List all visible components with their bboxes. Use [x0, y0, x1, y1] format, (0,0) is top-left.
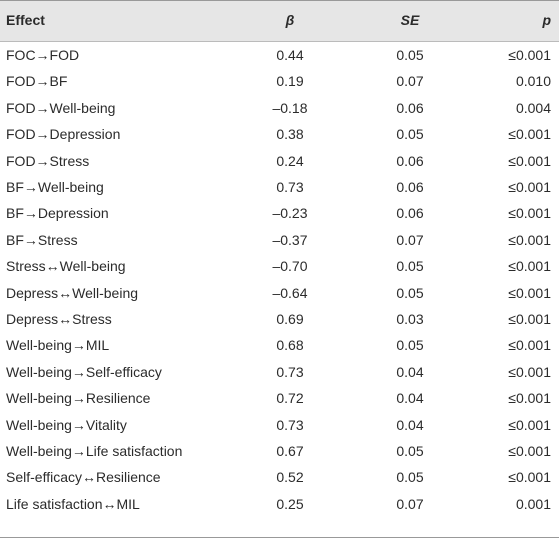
effect-cell: BF→Stress [6, 231, 78, 248]
value-cell: ≤0.001 [508, 469, 551, 486]
value-cell: 0.004 [515, 99, 551, 116]
effect-cell: FOC→FOD [6, 47, 80, 63]
effect-cell: Depress↔Well-being [6, 284, 139, 301]
value-cell: 0.06 [396, 205, 424, 222]
value-cell: 0.38 [276, 126, 304, 143]
value-cell: 0.24 [276, 152, 304, 169]
effect-cell: Self-efficacy↔Resilience [6, 469, 161, 486]
effect-cell: FOD→Stress [6, 152, 90, 169]
value-cell: 0.05 [396, 443, 424, 459]
value-cell: ≤0.001 [508, 390, 551, 407]
effect-cell: FOD→Well-being [6, 99, 116, 116]
header-cell: β [285, 12, 295, 28]
value-cell: 0.07 [396, 495, 424, 512]
effect-cell: FOD→Depression [6, 126, 121, 143]
value-cell: 0.52 [276, 469, 304, 486]
value-cell: ≤0.001 [508, 416, 551, 433]
value-cell: ≤0.001 [508, 179, 551, 195]
value-cell: 0.05 [396, 126, 424, 143]
value-cell: 0.04 [396, 390, 424, 407]
value-cell: 0.07 [396, 73, 424, 90]
value-cell: 0.001 [515, 495, 551, 512]
value-cell: 0.05 [396, 47, 424, 63]
value-cell: 0.05 [396, 337, 424, 354]
effect-cell: Well-being→Self-efficacy [6, 363, 162, 380]
value-cell: –0.23 [272, 205, 308, 222]
value-cell: 0.73 [276, 363, 304, 380]
value-cell: ≤0.001 [508, 205, 551, 222]
value-cell: 0.06 [396, 152, 424, 169]
value-cell: ≤0.001 [508, 363, 551, 380]
effect-cell: BF→Well-being [6, 179, 104, 195]
value-cell: ≤0.001 [508, 337, 551, 354]
value-cell: ≤0.001 [508, 231, 551, 248]
value-cell: 0.72 [276, 390, 304, 407]
effect-cell: Well-being→Life satisfaction [6, 443, 183, 459]
effect-cell: BF→Depression [6, 205, 109, 222]
value-cell: 0.25 [276, 495, 304, 512]
value-cell: ≤0.001 [508, 47, 551, 63]
value-cell: 0.06 [396, 179, 424, 195]
value-cell: 0.07 [396, 231, 424, 248]
header-cell: SE [400, 12, 420, 28]
value-cell: ≤0.001 [508, 443, 551, 459]
value-cell: 0.010 [515, 73, 551, 90]
value-cell: 0.68 [276, 337, 304, 354]
value-cell: 0.04 [396, 363, 424, 380]
bottom-rule [0, 537, 559, 538]
effect-cell: FOD→BF [6, 73, 68, 90]
header-cell: Effect [6, 12, 45, 28]
value-cell: 0.04 [396, 416, 424, 433]
value-cell: 0.67 [276, 443, 304, 459]
value-cell: 0.05 [396, 258, 424, 275]
value-cell: –0.64 [272, 284, 308, 301]
effect-cell: Depress↔Stress [6, 311, 112, 327]
value-cell: –0.18 [272, 99, 308, 116]
value-cell: 0.03 [396, 311, 424, 327]
value-cell: 0.19 [276, 73, 304, 90]
value-cell: –0.37 [272, 231, 308, 248]
effect-cell: Well-being→Vitality [6, 416, 127, 433]
value-cell: ≤0.001 [508, 126, 551, 143]
value-cell: –0.70 [272, 258, 308, 275]
effect-cell: Life satisfaction↔MIL [6, 495, 140, 512]
value-cell: ≤0.001 [508, 152, 551, 169]
effect-cell: Well-being→MIL [6, 337, 110, 354]
value-cell: 0.05 [396, 284, 424, 301]
effect-cell: Stress↔Well-being [6, 258, 126, 275]
value-cell: 0.44 [276, 47, 304, 63]
value-cell: 0.73 [276, 179, 304, 195]
value-cell: ≤0.001 [508, 284, 551, 301]
effect-cell: Well-being→Resilience [6, 390, 151, 407]
value-cell: 0.06 [396, 99, 424, 116]
value-cell: 0.69 [276, 311, 304, 327]
value-cell: 0.05 [396, 469, 424, 486]
value-cell: 0.73 [276, 416, 304, 433]
header-row [0, 0, 559, 42]
value-cell: ≤0.001 [508, 311, 551, 327]
value-cell: ≤0.001 [508, 258, 551, 275]
header-cell: p [542, 12, 551, 28]
